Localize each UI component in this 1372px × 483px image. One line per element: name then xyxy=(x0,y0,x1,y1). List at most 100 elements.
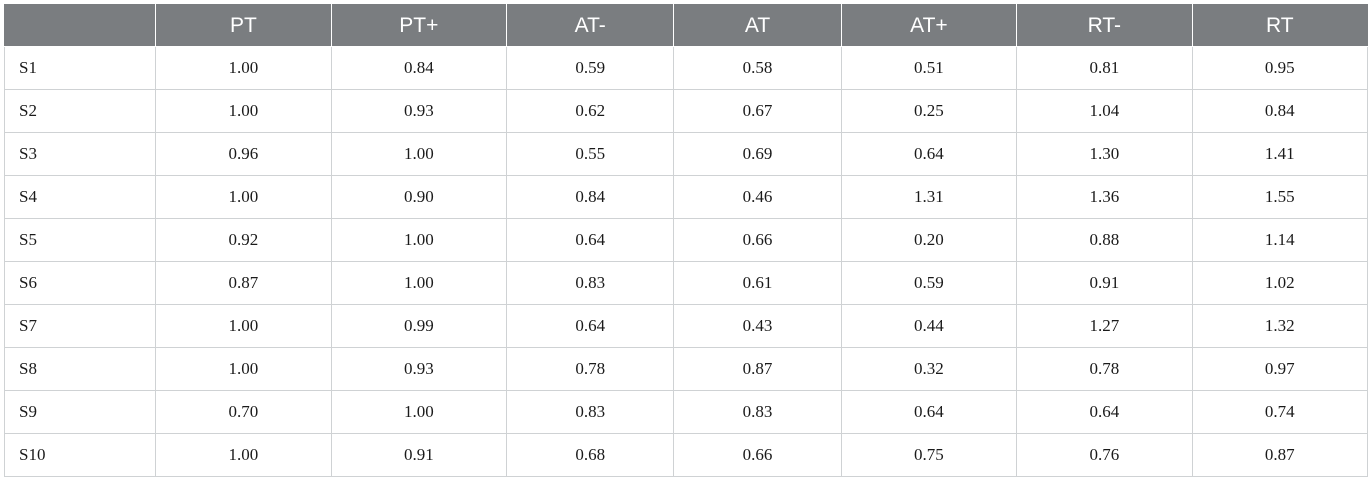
table-header: PT PT+ AT- AT AT+ RT- RT xyxy=(3,4,1369,47)
value-cell: 0.59 xyxy=(840,261,1018,305)
value-cell: 1.41 xyxy=(1191,132,1369,176)
value-cell: 1.00 xyxy=(330,390,508,434)
value-cell: 0.76 xyxy=(1016,433,1193,477)
header-cell-at: AT xyxy=(673,4,842,47)
value-cell: 0.59 xyxy=(506,46,675,90)
value-cell: 0.84 xyxy=(506,175,675,219)
table-row: S4 1.00 0.90 0.84 0.46 1.31 1.36 1.55 xyxy=(3,175,1369,219)
table-row: S3 0.96 1.00 0.55 0.69 0.64 1.30 1.41 xyxy=(3,132,1369,176)
value-cell: 1.27 xyxy=(1016,304,1193,348)
value-cell: 0.61 xyxy=(673,261,842,305)
value-cell: 1.00 xyxy=(155,347,332,391)
value-cell: 0.84 xyxy=(1191,89,1369,133)
value-cell: 1.31 xyxy=(840,175,1018,219)
row-label-cell: S2 xyxy=(3,89,157,133)
value-cell: 0.97 xyxy=(1191,347,1369,391)
row-label-cell: S8 xyxy=(3,347,157,391)
value-cell: 1.36 xyxy=(1016,175,1193,219)
header-cell-pt-plus: PT+ xyxy=(330,4,508,47)
value-cell: 0.93 xyxy=(330,89,508,133)
value-cell: 0.91 xyxy=(330,433,508,477)
value-cell: 0.55 xyxy=(506,132,675,176)
data-table-container: PT PT+ AT- AT AT+ RT- RT S1 1.00 0.84 0.59 0… xyxy=(3,4,1369,477)
value-cell: 0.83 xyxy=(673,390,842,434)
table-row: S1 1.00 0.84 0.59 0.58 0.51 0.81 0.95 xyxy=(3,46,1369,90)
row-label-cell: S7 xyxy=(3,304,157,348)
value-cell: 0.68 xyxy=(506,433,675,477)
value-cell: 0.66 xyxy=(673,218,842,262)
header-cell-at-minus: AT- xyxy=(506,4,675,47)
table-row: S7 1.00 0.99 0.64 0.43 0.44 1.27 1.32 xyxy=(3,304,1369,348)
value-cell: 1.04 xyxy=(1016,89,1193,133)
value-cell: 0.99 xyxy=(330,304,508,348)
value-cell: 0.78 xyxy=(1016,347,1193,391)
value-cell: 0.95 xyxy=(1191,46,1369,90)
table-row: S5 0.92 1.00 0.64 0.66 0.20 0.88 1.14 xyxy=(3,218,1369,262)
value-cell: 0.64 xyxy=(506,304,675,348)
value-cell: 1.00 xyxy=(330,132,508,176)
value-cell: 1.00 xyxy=(155,46,332,90)
value-cell: 0.44 xyxy=(840,304,1018,348)
header-cell-corner xyxy=(3,4,157,47)
value-cell: 0.66 xyxy=(673,433,842,477)
value-cell: 1.32 xyxy=(1191,304,1369,348)
value-cell: 0.87 xyxy=(155,261,332,305)
value-cell: 1.02 xyxy=(1191,261,1369,305)
value-cell: 0.75 xyxy=(840,433,1018,477)
header-row: PT PT+ AT- AT AT+ RT- RT xyxy=(3,4,1369,47)
header-cell-at-plus: AT+ xyxy=(840,4,1018,47)
value-cell: 0.96 xyxy=(155,132,332,176)
table-row: S6 0.87 1.00 0.83 0.61 0.59 0.91 1.02 xyxy=(3,261,1369,305)
value-cell: 1.30 xyxy=(1016,132,1193,176)
value-cell: 0.20 xyxy=(840,218,1018,262)
header-cell-pt: PT xyxy=(155,4,332,47)
value-cell: 1.14 xyxy=(1191,218,1369,262)
value-cell: 0.91 xyxy=(1016,261,1193,305)
table-row: S8 1.00 0.93 0.78 0.87 0.32 0.78 0.97 xyxy=(3,347,1369,391)
value-cell: 0.64 xyxy=(840,132,1018,176)
value-cell: 0.93 xyxy=(330,347,508,391)
value-cell: 0.62 xyxy=(506,89,675,133)
data-table: PT PT+ AT- AT AT+ RT- RT S1 1.00 0.84 0.59 0… xyxy=(3,4,1369,477)
header-cell-rt: RT xyxy=(1191,4,1369,47)
row-label-cell: S10 xyxy=(3,433,157,477)
value-cell: 0.78 xyxy=(506,347,675,391)
value-cell: 0.87 xyxy=(673,347,842,391)
row-label-cell: S9 xyxy=(3,390,157,434)
value-cell: 0.64 xyxy=(506,218,675,262)
value-cell: 0.69 xyxy=(673,132,842,176)
value-cell: 0.83 xyxy=(506,390,675,434)
value-cell: 0.64 xyxy=(1016,390,1193,434)
value-cell: 0.87 xyxy=(1191,433,1369,477)
value-cell: 0.58 xyxy=(673,46,842,90)
value-cell: 1.55 xyxy=(1191,175,1369,219)
value-cell: 0.64 xyxy=(840,390,1018,434)
value-cell: 0.83 xyxy=(506,261,675,305)
value-cell: 0.70 xyxy=(155,390,332,434)
value-cell: 0.51 xyxy=(840,46,1018,90)
value-cell: 0.67 xyxy=(673,89,842,133)
value-cell: 0.46 xyxy=(673,175,842,219)
table-row: S2 1.00 0.93 0.62 0.67 0.25 1.04 0.84 xyxy=(3,89,1369,133)
row-label-cell: S5 xyxy=(3,218,157,262)
value-cell: 0.90 xyxy=(330,175,508,219)
row-label-cell: S6 xyxy=(3,261,157,305)
header-cell-rt-minus: RT- xyxy=(1016,4,1193,47)
table-row: S9 0.70 1.00 0.83 0.83 0.64 0.64 0.74 xyxy=(3,390,1369,434)
value-cell: 1.00 xyxy=(155,89,332,133)
value-cell: 0.84 xyxy=(330,46,508,90)
value-cell: 0.32 xyxy=(840,347,1018,391)
value-cell: 0.43 xyxy=(673,304,842,348)
value-cell: 0.74 xyxy=(1191,390,1369,434)
value-cell: 1.00 xyxy=(155,433,332,477)
value-cell: 1.00 xyxy=(155,304,332,348)
table-body: S1 1.00 0.84 0.59 0.58 0.51 0.81 0.95 S2 1.00 0.93… xyxy=(3,46,1369,477)
row-label-cell: S3 xyxy=(3,132,157,176)
row-label-cell: S4 xyxy=(3,175,157,219)
value-cell: 1.00 xyxy=(330,261,508,305)
value-cell: 0.81 xyxy=(1016,46,1193,90)
value-cell: 0.25 xyxy=(840,89,1018,133)
value-cell: 0.92 xyxy=(155,218,332,262)
row-label-cell: S1 xyxy=(3,46,157,90)
value-cell: 1.00 xyxy=(330,218,508,262)
